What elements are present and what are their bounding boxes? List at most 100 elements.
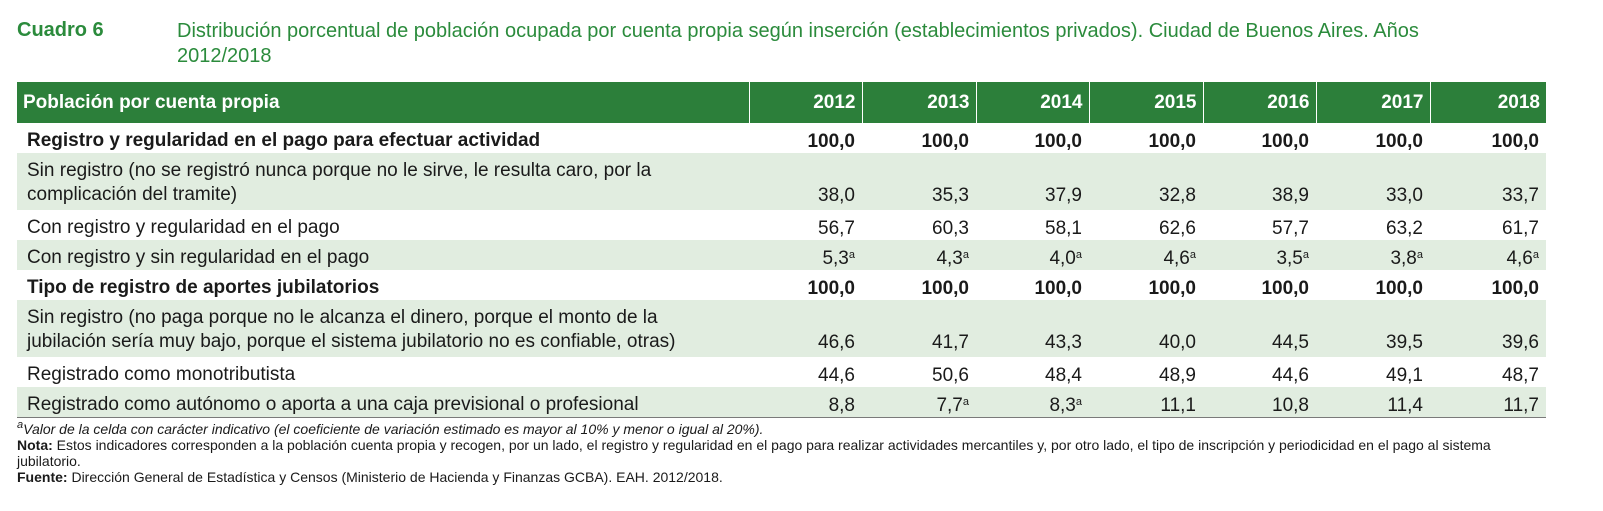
cell-value: 100,0	[1203, 270, 1316, 300]
section-row: Tipo de registro de aportes jubilatorios…	[17, 270, 1546, 300]
table-row: Sin registro (no se registró nunca porqu…	[17, 153, 1546, 210]
cell-value: 43,3	[976, 300, 1089, 357]
cell-value: 40,0	[1089, 300, 1203, 357]
cell-footnote-mark: a	[848, 249, 855, 261]
cell-value: 44,6	[1203, 357, 1316, 387]
cell-number: 4,6	[1163, 248, 1190, 269]
table-row: Con registro y sin regularidad en el pag…	[17, 240, 1546, 270]
cell-footnote-mark: a	[1302, 249, 1309, 261]
cell-value: 44,6	[749, 357, 862, 387]
cell-value: 60,3	[862, 210, 976, 240]
cell-number: 8,3	[1049, 395, 1076, 416]
cell-number: 5,3	[822, 248, 849, 269]
cell-value: 32,8	[1089, 153, 1203, 210]
footnotes: aValor de la celda con carácter indicati…	[17, 420, 1537, 486]
cell-number: 39,5	[1386, 332, 1423, 353]
cell-number: 100,0	[921, 278, 969, 299]
cell-number: 38,0	[818, 185, 855, 206]
cell-footnote-mark: a	[1075, 396, 1082, 408]
cell-number: 63,2	[1386, 218, 1423, 239]
cell-value: 100,0	[1203, 123, 1316, 153]
cell-value: 39,5	[1316, 300, 1430, 357]
cell-number: 100,0	[921, 131, 969, 152]
cell-number: 11,4	[1387, 395, 1423, 416]
cell-number: 33,7	[1502, 185, 1539, 206]
column-header: 2013	[861, 82, 976, 123]
cell-number: 61,7	[1502, 218, 1539, 239]
cell-number: 44,6	[1272, 365, 1309, 386]
cell-value: 39,6	[1430, 300, 1546, 357]
cell-number: 100,0	[807, 131, 855, 152]
cell-value: 38,9	[1203, 153, 1316, 210]
cell-number: 44,5	[1272, 332, 1309, 353]
cell-value: 100,0	[862, 270, 976, 300]
cell-value: 49,1	[1316, 357, 1430, 387]
cell-number: 7,7	[936, 395, 963, 416]
column-header-row: Población por cuenta propia 2012 2013 20…	[17, 82, 1546, 123]
cell-number: 57,7	[1272, 218, 1309, 239]
cell-number: 48,4	[1045, 365, 1082, 386]
cell-value: 4,3a	[862, 240, 976, 270]
cell-value: 100,0	[749, 123, 862, 153]
cell-value: 3,8a	[1316, 240, 1430, 270]
cell-number: 4,6	[1506, 248, 1533, 269]
cell-value: 58,1	[976, 210, 1089, 240]
cell-footnote-mark: a	[962, 249, 969, 261]
cell-value: 48,9	[1089, 357, 1203, 387]
table-row: Sin registro (no paga porque no le alcan…	[17, 300, 1546, 357]
cell-number: 10,8	[1272, 395, 1309, 416]
table-title: Distribución porcentual de población ocu…	[177, 20, 1419, 67]
cell-number: 35,3	[932, 185, 969, 206]
cell-value: 100,0	[1430, 270, 1546, 300]
cell-value: 100,0	[749, 270, 862, 300]
column-header: 2018	[1429, 82, 1546, 123]
data-table: Población por cuenta propia 2012 2013 20…	[17, 82, 1546, 418]
nota-label: Nota:	[17, 437, 53, 453]
footnote-nota: Nota: Estos indicadores corresponden a l…	[17, 437, 1537, 469]
cell-value: 4,6a	[1430, 240, 1546, 270]
cell-footnote-mark: a	[962, 396, 969, 408]
cell-number: 41,7	[932, 332, 969, 353]
cell-number: 48,7	[1502, 365, 1539, 386]
cell-value: 100,0	[1089, 270, 1203, 300]
cell-number: 32,8	[1159, 185, 1196, 206]
row-label: Sin registro (no paga porque no le alcan…	[17, 300, 749, 357]
cell-value: 37,9	[976, 153, 1089, 210]
cell-number: 49,1	[1386, 365, 1423, 386]
cell-value: 44,5	[1203, 300, 1316, 357]
cell-value: 11,1	[1089, 387, 1203, 418]
cell-number: 100,0	[1261, 278, 1309, 299]
cell-value: 100,0	[1089, 123, 1203, 153]
cell-footnote-mark: a	[1075, 249, 1082, 261]
cell-value: 100,0	[862, 123, 976, 153]
cell-number: 100,0	[1148, 131, 1196, 152]
cell-number: 100,0	[1491, 131, 1539, 152]
cell-number: 37,9	[1045, 185, 1082, 206]
table-row: Con registro y regularidad en el pago 56,…	[17, 210, 1546, 240]
row-label: Sin registro (no se registró nunca porqu…	[17, 153, 749, 210]
cell-value: 46,6	[749, 300, 862, 357]
cell-value: 100,0	[976, 270, 1089, 300]
cell-value: 100,0	[1316, 123, 1430, 153]
cell-value: 11,7	[1430, 387, 1546, 418]
cell-value: 57,7	[1203, 210, 1316, 240]
cell-value: 8,8	[749, 387, 862, 418]
cell-number: 38,9	[1272, 185, 1309, 206]
cell-value: 50,6	[862, 357, 976, 387]
footnote-indicative-text: Valor de la celda con carácter indicativ…	[23, 421, 764, 437]
cell-number: 44,6	[818, 365, 855, 386]
column-header: 2016	[1202, 82, 1316, 123]
cell-value: 48,4	[976, 357, 1089, 387]
cell-value: 100,0	[976, 123, 1089, 153]
cell-number: 100,0	[807, 278, 855, 299]
nota-text: Estos indicadores corresponden a la pobl…	[17, 437, 1491, 469]
cell-value: 8,3a	[976, 387, 1089, 418]
cell-number: 100,0	[1375, 131, 1423, 152]
table-number: Cuadro 6	[17, 19, 104, 41]
column-header: 2017	[1315, 82, 1430, 123]
fuente-label: Fuente:	[17, 469, 68, 485]
row-label: Registro y regularidad en el pago para e…	[27, 130, 541, 151]
cell-value: 63,2	[1316, 210, 1430, 240]
cell-number: 100,0	[1034, 278, 1082, 299]
row-label: Registrado como autónomo o aporta a una …	[17, 387, 749, 418]
